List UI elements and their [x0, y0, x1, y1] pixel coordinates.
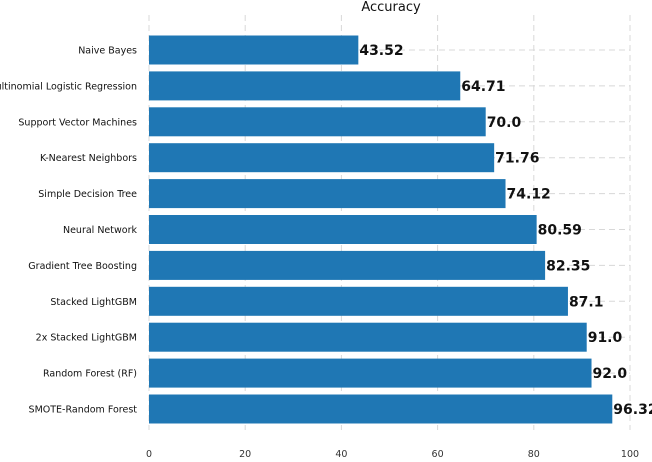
bar: [149, 143, 495, 173]
x-tick-label: 0: [146, 449, 152, 458]
bar: [149, 322, 587, 352]
bar: [149, 394, 613, 424]
category-label: Random Forest (RF): [43, 369, 137, 380]
category-label: K-Nearest Neighbors: [40, 153, 137, 164]
bar: [149, 286, 568, 316]
value-label: 43.52: [359, 43, 403, 59]
bars: [149, 35, 613, 424]
bar: [149, 215, 537, 244]
value-label: 71.76: [495, 151, 539, 167]
x-tick-label: 80: [528, 449, 540, 458]
category-label: Support Vector Machines: [18, 117, 137, 128]
bar: [149, 107, 486, 137]
value-label: 74.12: [507, 187, 551, 203]
bar: [149, 35, 359, 65]
bar: [149, 250, 546, 280]
x-tick-label: 20: [239, 449, 251, 458]
category-label: Simple Decision Tree: [38, 189, 137, 200]
value-label: 80.59: [538, 223, 582, 239]
value-label: 96.32: [613, 402, 652, 418]
bar: [149, 71, 461, 101]
chart-title: Accuracy: [361, 0, 421, 15]
category-label: Gradient Tree Boosting: [28, 261, 137, 272]
x-tick-label: 60: [432, 449, 444, 458]
x-tick-label: 100: [621, 449, 639, 458]
category-label: Naive Bayes: [78, 46, 137, 57]
value-label: 82.35: [546, 258, 590, 274]
value-label: 87.1: [569, 294, 604, 310]
bar: [149, 358, 592, 388]
bar: [149, 179, 506, 209]
value-label: 64.71: [461, 79, 505, 95]
category-label: Neural Network: [63, 225, 138, 236]
value-label: 92.0: [593, 366, 628, 382]
x-tick-label: 40: [335, 449, 347, 458]
category-label: 2x Stacked LightGBM: [36, 333, 137, 344]
category-label: Stacked LightGBM: [50, 297, 137, 308]
value-label: 91.0: [588, 330, 623, 346]
labels: 0 20 40 60 80 100 Naive Bayes 43.52 Multinomial …: [0, 43, 652, 460]
value-label: 70.0: [487, 115, 522, 131]
category-label: SMOTE-Random Forest: [29, 405, 138, 416]
category-label: Multinomial Logistic Regression: [0, 81, 137, 92]
